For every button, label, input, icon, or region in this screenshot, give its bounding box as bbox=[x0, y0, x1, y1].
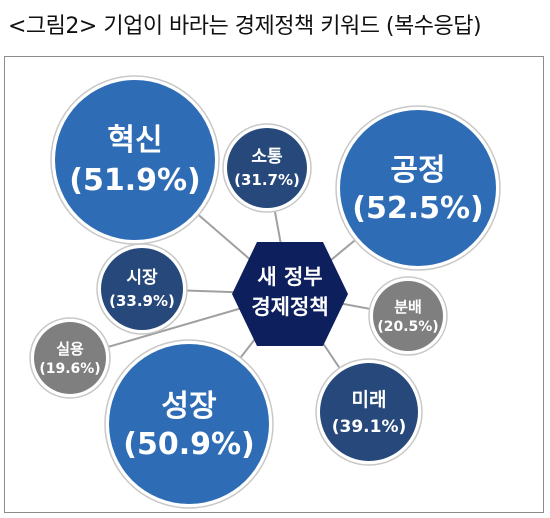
keyword-label: 성장 bbox=[161, 389, 217, 424]
bubble-circle bbox=[109, 344, 269, 504]
bubble-circle bbox=[320, 363, 418, 461]
center-line2: 경제정책 bbox=[251, 295, 328, 319]
keyword-label: 미래 bbox=[352, 389, 387, 411]
center-node: 새 정부 경제정책 bbox=[232, 242, 348, 346]
keyword-bubble: 시장 (33.9%) bbox=[96, 243, 188, 335]
keyword-bubble: 소통 (31.7%) bbox=[222, 123, 312, 213]
keyword-value: (33.9%) bbox=[109, 292, 175, 310]
keyword-label: 소통 bbox=[251, 147, 283, 167]
keyword-bubbles: 혁신 (51.9%) 소통 (31.7%) 공정(52.5%) 시장 (33.9%) 분배 (2… bbox=[29, 75, 501, 509]
bubble-circle bbox=[34, 322, 106, 394]
bubble-circle bbox=[373, 281, 443, 351]
keyword-value: (39.1%) bbox=[332, 417, 407, 437]
keyword-bubble: 성장(50.9%) bbox=[104, 339, 274, 509]
keyword-value: (51.9%) bbox=[69, 163, 201, 198]
keyword-label: 실용 bbox=[56, 340, 84, 358]
keyword-bubble: 실용 (19.6%) bbox=[29, 317, 111, 399]
keyword-label: 시장 bbox=[126, 268, 158, 288]
bubble-circle bbox=[101, 248, 183, 330]
keyword-value: (50.9%) bbox=[123, 427, 255, 462]
center-line1: 새 정부 bbox=[257, 265, 322, 289]
keyword-bubble: 공정(52.5%) bbox=[335, 105, 501, 271]
keyword-label: 분배 bbox=[394, 298, 422, 316]
keyword-value: (52.5%) bbox=[352, 191, 484, 226]
keyword-bubble: 미래 (39.1%) bbox=[315, 358, 423, 466]
keyword-value: (19.6%) bbox=[39, 361, 100, 377]
bubble-circle bbox=[55, 80, 215, 240]
keyword-label: 공정 bbox=[390, 153, 445, 188]
keyword-bubble: 혁신 (51.9%) bbox=[50, 75, 220, 245]
center-hexagon bbox=[232, 242, 348, 346]
keyword-bubble: 분배 (20.5%) bbox=[368, 276, 448, 356]
figure-title: <그림2> 기업이 바라는 경제정책 키워드 (복수응답) bbox=[8, 14, 482, 39]
bubble-circle bbox=[227, 128, 307, 208]
keyword-label: 혁신 bbox=[107, 123, 162, 158]
keyword-value: (31.7%) bbox=[234, 171, 300, 189]
bubble-circle bbox=[340, 110, 496, 266]
keyword-value: (20.5%) bbox=[377, 319, 438, 335]
